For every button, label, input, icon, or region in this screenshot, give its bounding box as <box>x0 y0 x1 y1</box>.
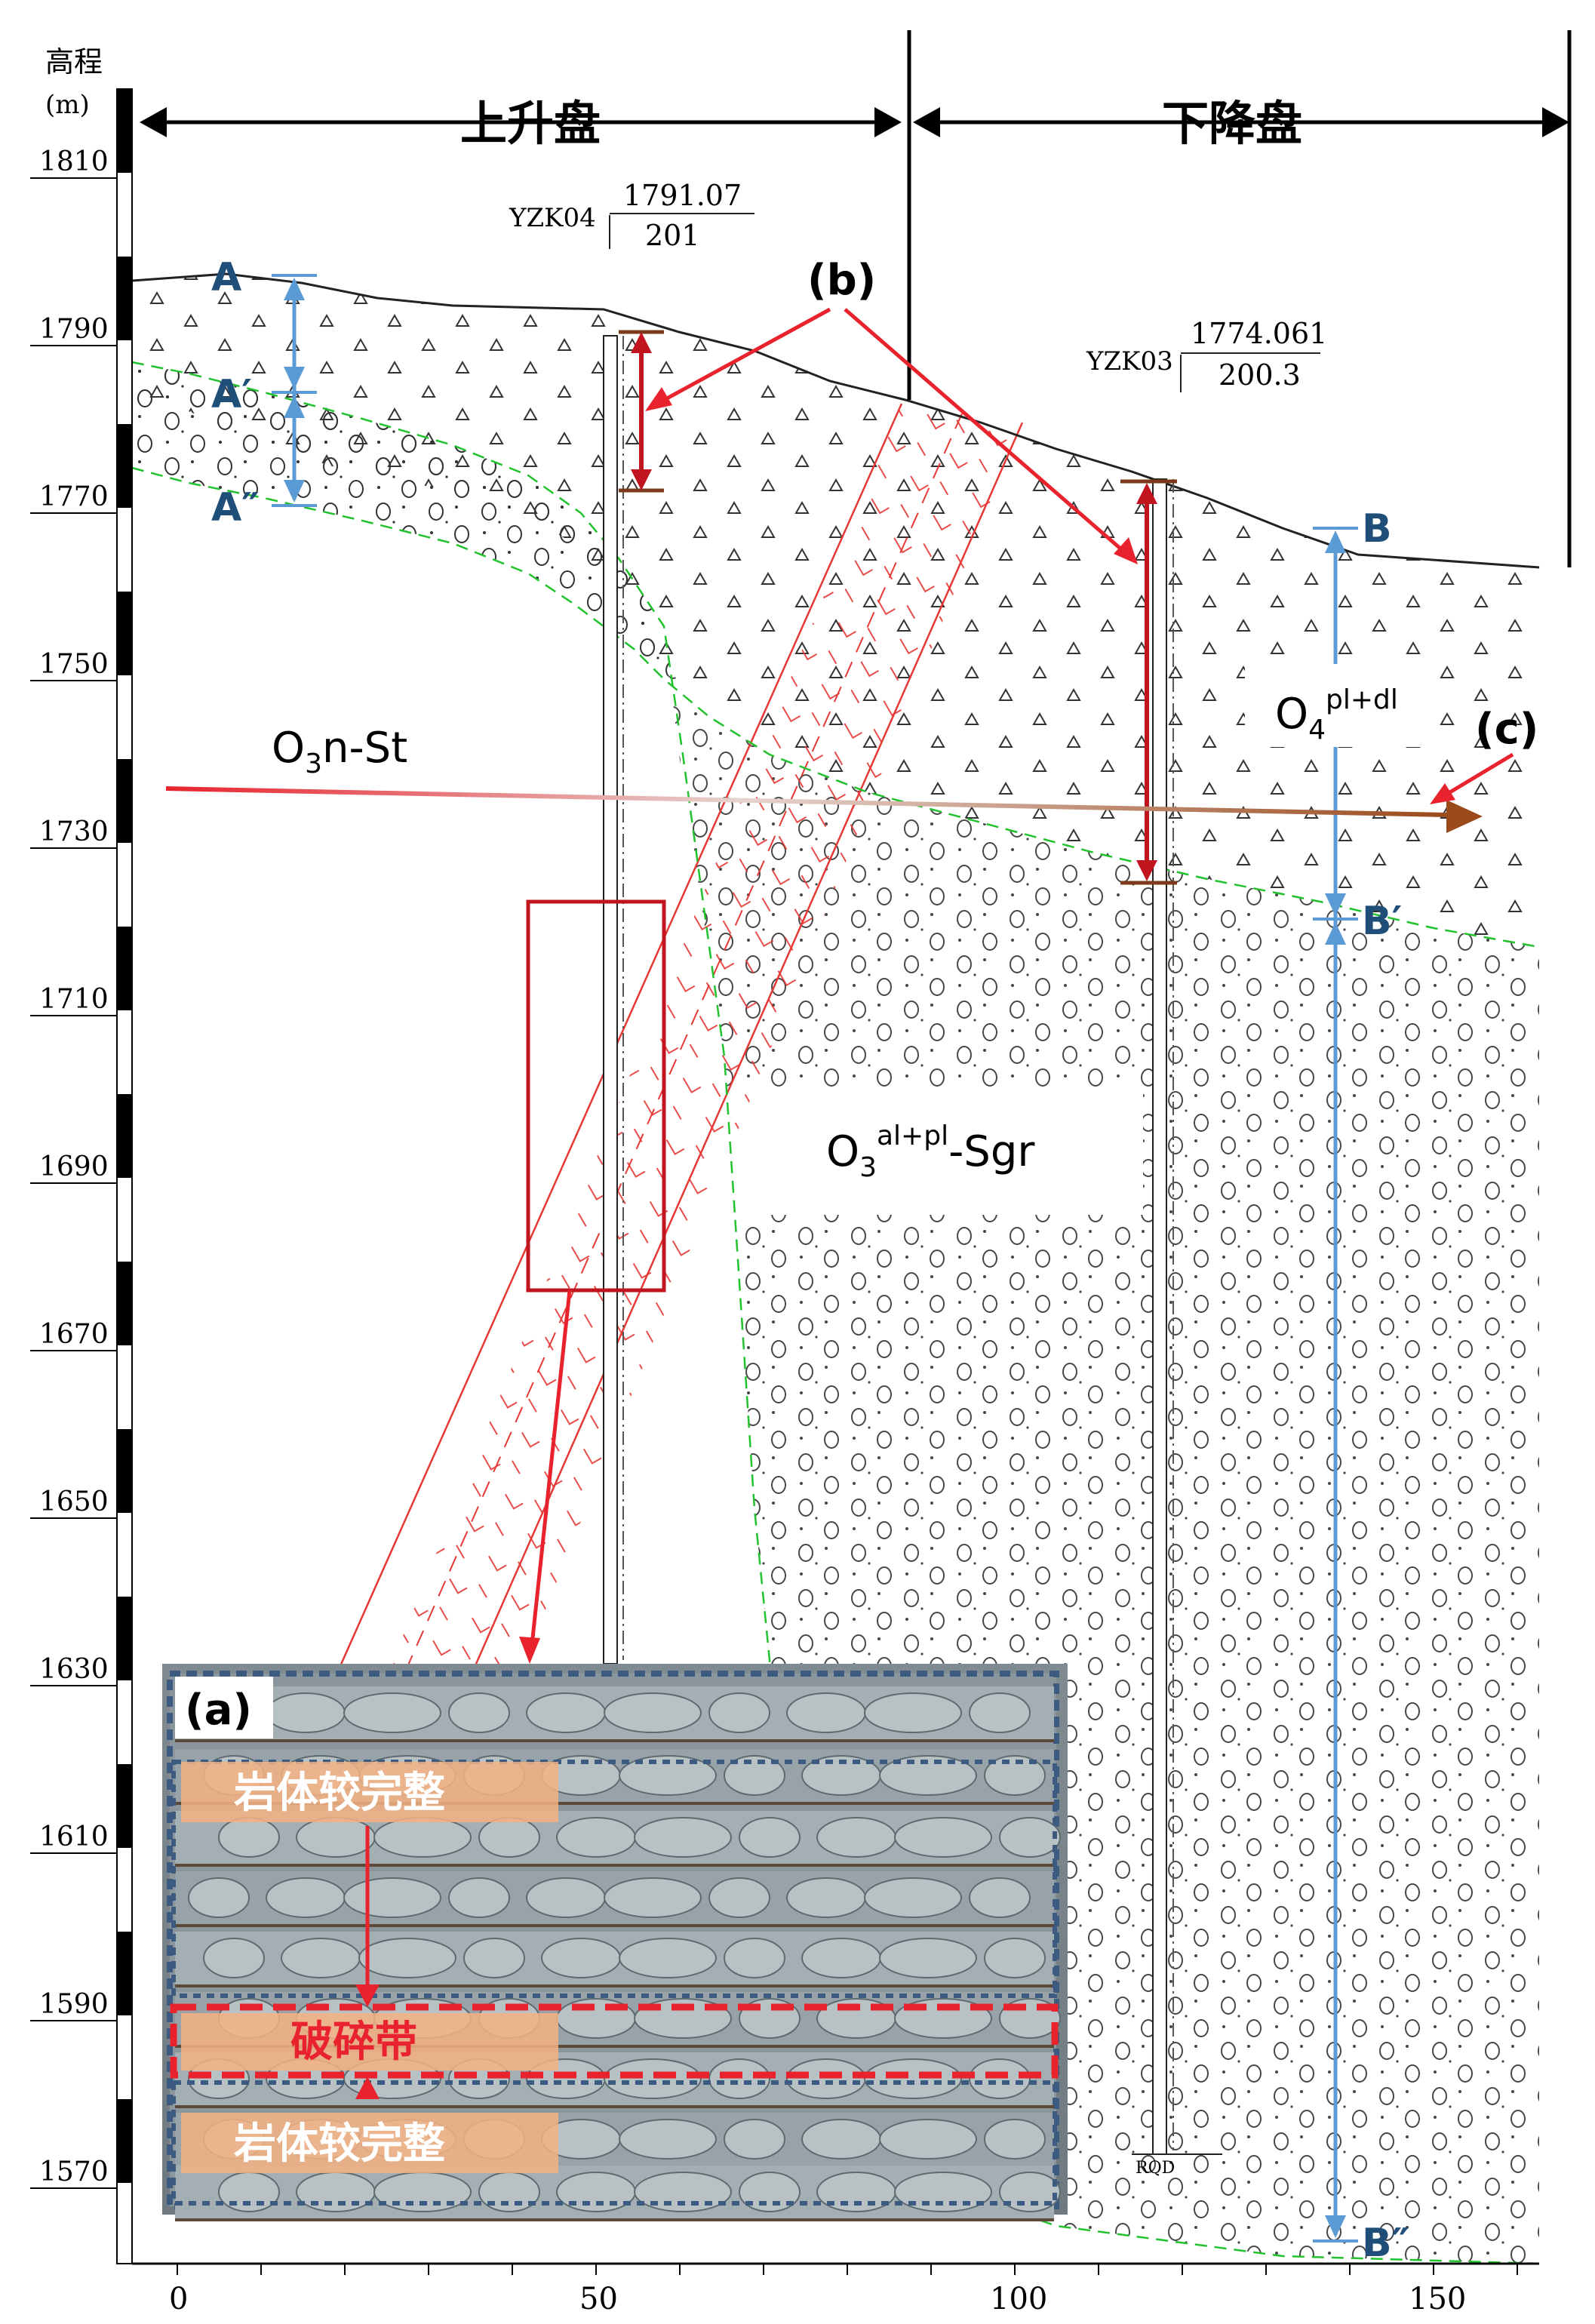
yzk04-depth: 201 <box>645 219 700 252</box>
boundary-lower <box>131 466 1540 948</box>
y-tick-label: 1650 <box>39 1486 109 1517</box>
fault-boundary-left <box>247 403 903 1872</box>
intact-zone-box-top <box>171 1760 1057 1998</box>
y-tick-label: 1630 <box>39 1654 109 1685</box>
b-pointer-right <box>844 308 1133 560</box>
photo-label-intact-bottom: 岩体较完整 <box>234 2120 445 2169</box>
photo-label-fracture: 破碎带 <box>290 2018 417 2067</box>
surface-label-background <box>1245 664 1434 747</box>
stratum-middle-label: O3al+pl-Sgr <box>826 1120 1035 1183</box>
x-tick-label: 100 <box>990 2282 1047 2316</box>
label-A-prime: A′ <box>211 372 252 417</box>
label-A: A <box>211 255 241 300</box>
fault-boundary-right <box>383 422 1024 1872</box>
photo-label-intact-top: 岩体较完整 <box>234 1769 445 1818</box>
x-tick-label: 50 <box>579 2282 618 2316</box>
label-B: B <box>1362 506 1392 552</box>
stratum-surface-label: O4pl+dl <box>1275 684 1398 745</box>
yzk04-elevation: 1791.07 <box>623 179 742 212</box>
y-axis-unit: (m) <box>45 90 90 120</box>
gravel-layer-fill-left <box>132 362 671 679</box>
label-b: (b) <box>807 256 876 305</box>
x-tick-label: 0 <box>169 2282 188 2316</box>
x-axis-ticks: 0 50 100 150 <box>169 2282 1466 2316</box>
label-B-double-prime: B″ <box>1362 2221 1409 2266</box>
label-A-double-prime: A″ <box>211 485 259 530</box>
yzk04-name: YZK04 <box>509 203 596 233</box>
upthrown-label: 上升盘 <box>460 96 601 151</box>
y-tick-label: 1610 <box>39 1821 109 1852</box>
x-tick-label: 150 <box>1409 2282 1466 2316</box>
fracture-focus-box <box>526 899 666 1293</box>
fault-dashed-center <box>316 413 963 1872</box>
y-tick-label: 1770 <box>39 481 109 512</box>
rqd-label: RQD <box>1136 2159 1175 2178</box>
b-pointer-left <box>649 307 831 410</box>
focus-pointer <box>530 1290 572 1646</box>
borehole-yzk04 <box>603 335 618 1665</box>
yzk03-elevation: 1774.061 <box>1191 317 1327 350</box>
y-tick-label: 1790 <box>39 314 109 345</box>
fracture-zone-box <box>170 2003 1059 2079</box>
y-tick-label: 1710 <box>39 984 109 1015</box>
y-tick-label: 1590 <box>39 1989 109 2020</box>
stratum-upper-label: O3n-St <box>272 724 407 779</box>
gravel-layer-fill <box>132 362 1539 2264</box>
section-arrow <box>165 786 1449 817</box>
fault-zone <box>381 404 1022 1690</box>
y-axis-title: 高程 <box>45 45 103 78</box>
y-tick-label: 1730 <box>39 816 109 847</box>
y-axis-checker <box>117 89 132 2183</box>
y-tick-label: 1570 <box>39 2156 109 2187</box>
label-B-prime: B′ <box>1362 899 1402 944</box>
y-tick-label: 1810 <box>39 146 109 177</box>
downthrown-label: 下降盘 <box>1162 96 1302 151</box>
y-tick-label: 1690 <box>39 1151 109 1182</box>
label-a: (a) <box>185 1686 252 1735</box>
label-c: (c) <box>1475 705 1538 754</box>
x-axis-tick-marks <box>177 2264 1518 2275</box>
ground-surface <box>131 272 1540 569</box>
yzk03-depth: 200.3 <box>1219 358 1301 392</box>
label-a-background <box>175 1677 273 1738</box>
intact-zone-box-bottom <box>171 2080 1057 2206</box>
stratum-label-background <box>728 1087 1143 1215</box>
borehole-yzk03 <box>1152 478 1167 2155</box>
y-axis-ticks: 1810 1790 1770 1750 1730 1710 1690 1670 1650 1630… <box>30 146 117 2189</box>
yzk03-name: YZK03 <box>1086 346 1173 377</box>
y-tick-label: 1750 <box>39 649 109 680</box>
y-tick-label: 1670 <box>39 1319 109 1350</box>
